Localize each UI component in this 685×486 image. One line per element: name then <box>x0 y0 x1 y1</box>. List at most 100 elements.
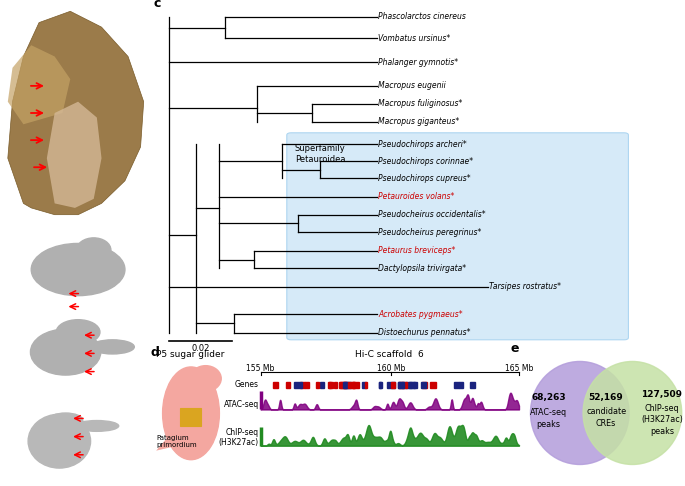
Bar <box>300 382 305 388</box>
Bar <box>453 382 459 388</box>
Ellipse shape <box>32 243 125 295</box>
Bar <box>388 382 395 388</box>
Text: Pseudocheirus occidentalis*: Pseudocheirus occidentalis* <box>378 210 486 219</box>
Bar <box>397 382 399 388</box>
FancyBboxPatch shape <box>287 133 628 340</box>
Text: P5 sugar glider: P5 sugar glider <box>156 350 225 359</box>
Bar <box>321 382 324 388</box>
Ellipse shape <box>190 365 221 391</box>
Text: Acrobates pygmaeus*: Acrobates pygmaeus* <box>378 310 463 319</box>
Ellipse shape <box>90 340 134 354</box>
Bar <box>399 382 404 388</box>
Text: 52,169: 52,169 <box>588 393 623 402</box>
Text: P5: P5 <box>137 231 149 240</box>
Text: Hi-C scaffold  6: Hi-C scaffold 6 <box>355 350 423 359</box>
Text: (H3K27ac): (H3K27ac) <box>641 416 683 424</box>
Ellipse shape <box>30 329 101 375</box>
Text: Phalanger gymnotis*: Phalanger gymnotis* <box>378 58 458 67</box>
Bar <box>328 382 333 388</box>
Bar <box>421 382 426 388</box>
Bar <box>353 382 356 388</box>
Text: c: c <box>153 0 161 10</box>
Text: Genes: Genes <box>235 381 259 389</box>
Bar <box>423 382 427 388</box>
Text: Pseudochirops cupreus*: Pseudochirops cupreus* <box>378 174 471 183</box>
Bar <box>406 382 412 388</box>
Bar <box>391 382 395 388</box>
Polygon shape <box>8 11 144 215</box>
Text: 160 Mb: 160 Mb <box>377 364 405 373</box>
Bar <box>401 382 404 388</box>
Bar <box>399 382 406 388</box>
Ellipse shape <box>77 238 111 262</box>
Ellipse shape <box>75 420 119 431</box>
Text: Vombatus ursinus*: Vombatus ursinus* <box>378 34 451 43</box>
Text: Pseudochirops corinnae*: Pseudochirops corinnae* <box>378 157 473 166</box>
Text: b: b <box>5 230 14 243</box>
Bar <box>351 382 359 388</box>
Text: e: e <box>511 343 519 355</box>
Text: peaks: peaks <box>650 427 674 436</box>
Text: Petaurus breviceps*: Petaurus breviceps* <box>378 246 456 255</box>
Text: 155 Mb: 155 Mb <box>247 364 275 373</box>
Bar <box>398 382 400 388</box>
Text: ChIP-seq
(H3K27ac): ChIP-seq (H3K27ac) <box>219 428 259 448</box>
Polygon shape <box>8 45 71 124</box>
Text: P8: P8 <box>137 315 149 324</box>
Text: peaks: peaks <box>536 420 560 429</box>
Text: Tarsipes rostratus*: Tarsipes rostratus* <box>489 282 561 291</box>
Bar <box>430 382 436 388</box>
Ellipse shape <box>49 413 83 427</box>
Bar <box>345 382 347 388</box>
Text: 165 Mb: 165 Mb <box>505 364 533 373</box>
Polygon shape <box>47 102 101 208</box>
Bar <box>340 382 344 388</box>
Text: Pseudochirops archeri*: Pseudochirops archeri* <box>378 140 467 149</box>
Text: 0.02: 0.02 <box>191 344 210 353</box>
Text: Petauroides volans*: Petauroides volans* <box>378 192 455 201</box>
Text: Phascolarctos cinereus: Phascolarctos cinereus <box>378 13 466 21</box>
Text: candidate: candidate <box>586 407 626 417</box>
Bar <box>408 382 416 388</box>
Text: P12: P12 <box>132 401 149 410</box>
Text: ATAC-seq: ATAC-seq <box>530 408 567 417</box>
Ellipse shape <box>583 362 682 465</box>
Bar <box>342 382 351 388</box>
Bar <box>334 382 337 388</box>
Text: Dactylopsila trivirgata*: Dactylopsila trivirgata* <box>378 264 466 273</box>
Text: Macropus fuliginosus*: Macropus fuliginosus* <box>378 99 462 108</box>
Text: d: d <box>151 347 160 359</box>
Bar <box>286 382 290 388</box>
Ellipse shape <box>530 362 629 465</box>
Bar <box>295 382 302 388</box>
Text: Patagium
primordium: Patagium primordium <box>156 435 197 448</box>
Ellipse shape <box>28 414 90 468</box>
Bar <box>339 382 346 388</box>
Bar <box>362 382 366 388</box>
Bar <box>329 382 331 388</box>
Text: ATAC-seq: ATAC-seq <box>223 400 259 409</box>
Text: ChIP-seq: ChIP-seq <box>645 404 680 413</box>
Bar <box>348 382 354 388</box>
Bar <box>459 382 462 388</box>
Bar <box>180 408 201 426</box>
Bar <box>316 382 319 388</box>
Text: Macropus giganteus*: Macropus giganteus* <box>378 117 460 126</box>
Ellipse shape <box>56 320 100 345</box>
Polygon shape <box>156 435 189 451</box>
Text: Pseudocheirus peregrinus*: Pseudocheirus peregrinus* <box>378 228 482 237</box>
Text: Macropus eugenii: Macropus eugenii <box>378 81 446 90</box>
Text: 68,263: 68,263 <box>532 393 566 402</box>
Bar <box>344 382 348 388</box>
Bar <box>306 382 308 388</box>
Bar <box>379 382 382 388</box>
Bar <box>379 382 382 388</box>
Bar <box>470 382 475 388</box>
Bar <box>365 382 367 388</box>
Text: a: a <box>5 7 13 20</box>
Text: Superfamily
Petauroidea: Superfamily Petauroidea <box>295 144 345 164</box>
Ellipse shape <box>162 367 219 460</box>
Text: Distoechurus pennatus*: Distoechurus pennatus* <box>378 328 471 337</box>
Bar <box>273 382 278 388</box>
Bar <box>413 382 417 388</box>
